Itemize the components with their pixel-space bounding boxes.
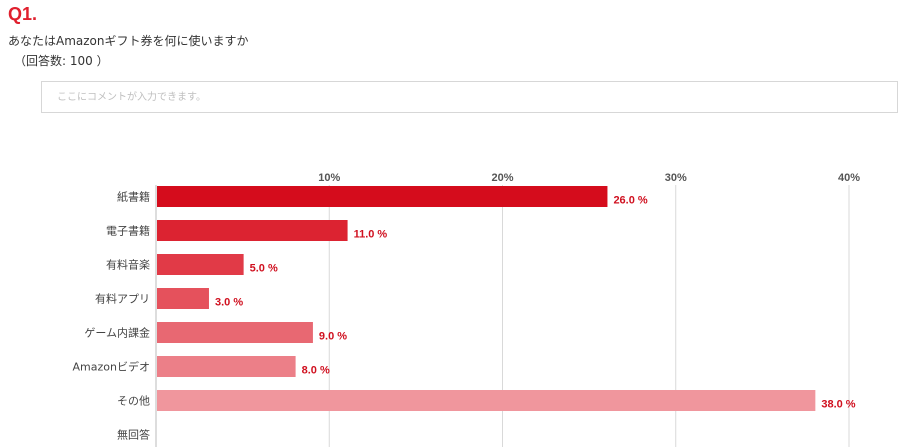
value-label: 8.0 % — [302, 365, 330, 377]
comment-box — [41, 81, 898, 113]
value-label: 38.0 % — [821, 399, 855, 411]
category-label: Amazonビデオ — [73, 360, 150, 374]
category-label: 無回答 — [117, 428, 150, 442]
question-text: あなたはAmazonギフト券を何に使いますか — [8, 34, 249, 48]
question-number: Q1. — [8, 4, 38, 24]
comment-input[interactable] — [42, 82, 897, 112]
bar — [157, 186, 608, 207]
category-label: 電子書籍 — [106, 224, 150, 238]
value-label: 9.0 % — [319, 331, 347, 343]
bar — [157, 356, 296, 377]
bar — [157, 254, 244, 275]
category-label: ゲーム内課金 — [84, 326, 150, 340]
value-label: 5.0 % — [250, 263, 278, 275]
x-tick-label: 40% — [838, 172, 860, 184]
category-label: 有料音楽 — [106, 258, 150, 272]
category-label: その他 — [117, 395, 150, 408]
response-count: （回答数: 100 ） — [14, 54, 109, 68]
bar — [157, 322, 313, 343]
x-tick-label: 10% — [318, 172, 340, 184]
category-label: 紙書籍 — [117, 190, 150, 204]
x-tick-label: 20% — [491, 172, 513, 184]
value-label: 26.0 % — [613, 195, 647, 207]
bar — [157, 288, 209, 309]
bar — [157, 220, 348, 241]
x-tick-label: 30% — [665, 172, 687, 184]
value-label: 11.0 % — [354, 229, 388, 241]
category-label: 有料アプリ — [95, 292, 150, 306]
bar — [157, 390, 816, 411]
value-label: 3.0 % — [215, 297, 243, 309]
